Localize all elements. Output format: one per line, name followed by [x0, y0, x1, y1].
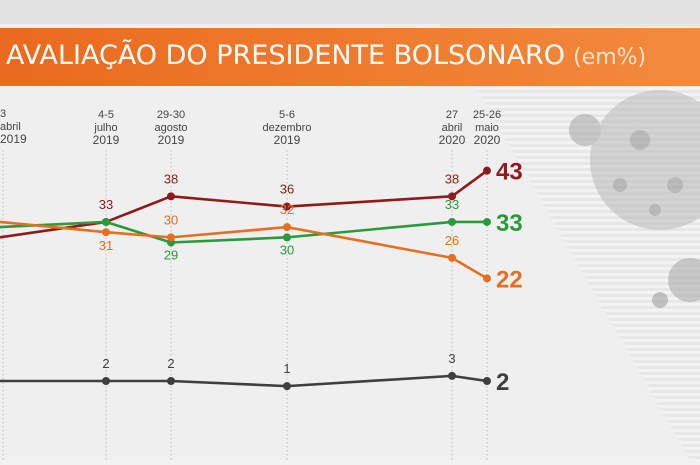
virus-illustration [569, 90, 700, 308]
series-line-dark_red [0, 169, 488, 239]
data-label-gray-4: 3 [448, 351, 455, 366]
data-label-dark_red-2: 38 [164, 171, 178, 186]
chart-title-unit: (em%) [573, 45, 646, 70]
point-green-1 [102, 217, 110, 226]
series-orange: 31 30 32 26 22 [0, 202, 523, 293]
x-tick-label-5-1: maio [475, 122, 499, 134]
point-dark_red-2 [167, 192, 175, 201]
data-label-green-2: 29 [164, 247, 178, 262]
point-gray-4 [448, 371, 456, 380]
point-gray-5 [483, 377, 491, 385]
end-label-gray: 2 [496, 369, 509, 396]
series-gray: 2 2 1 3 2 [0, 351, 509, 396]
x-tick-label-3-2: 2019 [274, 133, 301, 147]
end-label-green: 33 [496, 210, 523, 237]
point-gray-2 [167, 377, 175, 385]
data-label-gray-3: 1 [283, 361, 290, 376]
title-banner [0, 28, 700, 86]
series-line-orange [0, 220, 488, 280]
x-tick-label-3-0: 5-6 [279, 109, 295, 121]
point-orange-4 [448, 253, 456, 262]
top-strip [0, 0, 700, 24]
x-tick-label-2-2: 2019 [158, 133, 185, 147]
series-green: 29 30 33 33 [0, 197, 523, 262]
x-tick-label-0-2: abril [0, 121, 21, 133]
data-label-green-4: 33 [445, 197, 459, 212]
end-label-orange: 22 [496, 266, 523, 293]
data-label-orange-4: 26 [445, 233, 459, 248]
data-label-gray-1: 2 [102, 356, 109, 371]
chart-title: AVALIAÇÃO DO PRESIDENTE BOLSONARO (em%) [6, 39, 646, 71]
point-orange-1 [102, 228, 110, 237]
x-tick-label-4-2: 2020 [439, 133, 466, 147]
data-label-orange-3: 32 [280, 202, 294, 217]
x-axis-labels: 3abril20194-5julho201929-30agosto20195-6… [0, 108, 501, 147]
data-label-dark_red-3: 36 [280, 182, 294, 197]
x-tick-label-4-0: 27 [446, 109, 458, 121]
data-label-gray-2: 2 [167, 356, 174, 371]
x-tick-label-0-3: 2019 [0, 132, 27, 146]
data-label-dark_red-4: 38 [445, 171, 459, 186]
x-tick-label-3-1: dezembro [263, 122, 312, 134]
point-dark_red-5 [483, 166, 491, 175]
point-green-4 [448, 217, 456, 226]
point-dark_red-3 [283, 202, 291, 211]
x-tick-label-2-1: agosto [154, 122, 187, 134]
point-gray-1 [102, 377, 110, 385]
point-orange-3 [283, 223, 291, 232]
x-tick-label-1-2: 2019 [93, 133, 120, 147]
data-label-dark_red-1: 33 [99, 197, 113, 212]
x-tick-label-0-1: 3 [0, 108, 6, 120]
x-tick-label-4-1: abril [442, 122, 463, 134]
data-label-orange-2: 30 [164, 212, 178, 227]
point-green-3 [283, 233, 291, 242]
point-dark_red-4 [448, 192, 456, 201]
series-line-green [0, 220, 487, 244]
data-label-green-3: 30 [280, 242, 294, 257]
point-green-5 [483, 217, 491, 226]
chart-title-main: AVALIAÇÃO DO PRESIDENTE BOLSONARO [6, 39, 565, 71]
data-label-orange-1: 31 [99, 238, 113, 253]
point-orange-2 [167, 233, 175, 242]
point-gray-3 [283, 382, 291, 391]
x-tick-label-5-2: 2020 [474, 133, 501, 147]
x-tick-label-1-0: 4-5 [98, 109, 114, 121]
series-line-gray [0, 374, 488, 388]
end-label-dark_red: 43 [496, 159, 523, 186]
point-orange-5 [483, 274, 491, 283]
x-tick-label-1-1: julho [93, 122, 117, 134]
x-tick-label-5-0: 25-26 [473, 109, 501, 121]
x-tick-label-2-0: 29-30 [157, 109, 185, 121]
